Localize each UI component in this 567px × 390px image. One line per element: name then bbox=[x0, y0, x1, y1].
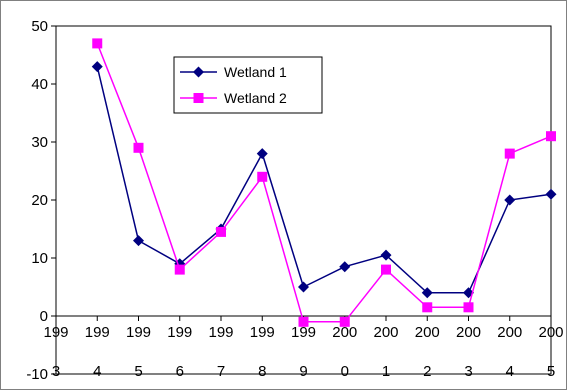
x-tick-label: 4 bbox=[93, 363, 101, 380]
data-point-wetland-1 bbox=[91, 61, 103, 73]
data-point-wetland-2 bbox=[92, 38, 103, 49]
x-tick-label: 199 bbox=[85, 324, 110, 341]
data-point-wetland-1 bbox=[256, 148, 268, 160]
data-point-wetland-2 bbox=[133, 142, 144, 153]
x-tick-label: 199 bbox=[291, 324, 316, 341]
data-point-wetland-2 bbox=[504, 148, 515, 159]
legend-box bbox=[173, 56, 323, 114]
y-tick-label: 30 bbox=[31, 134, 48, 151]
x-tick-label: 0 bbox=[341, 363, 349, 380]
legend-marker-wetland-2 bbox=[193, 93, 204, 103]
data-point-wetland-2 bbox=[174, 264, 185, 275]
x-tick-label: 199 bbox=[250, 324, 275, 341]
data-point-wetland-1 bbox=[504, 194, 516, 206]
x-tick-label: 7 bbox=[217, 363, 225, 380]
y-tick-label: 10 bbox=[31, 250, 48, 267]
legend: Wetland 1 Wetland 2 bbox=[173, 56, 323, 114]
data-point-wetland-2 bbox=[216, 226, 226, 237]
x-tick-label: 200 bbox=[497, 324, 522, 341]
x-tick-label: 200 bbox=[373, 324, 398, 341]
x-tick-label: 3 bbox=[52, 363, 60, 380]
legend-label-wetland-1: Wetland 1 bbox=[224, 64, 287, 80]
data-point-wetland-2 bbox=[298, 316, 309, 327]
x-tick-label: 200 bbox=[538, 324, 563, 341]
data-point-wetland-1 bbox=[421, 287, 433, 299]
x-tick-label: 4 bbox=[506, 363, 514, 380]
x-tick-label: 9 bbox=[299, 363, 307, 380]
series-line-1 bbox=[96, 66, 552, 294]
x-tick-label: 200 bbox=[332, 324, 357, 341]
y-tick-label: 50 bbox=[31, 18, 48, 35]
x-tick-label: 199 bbox=[43, 324, 68, 341]
x-tick-label: 199 bbox=[126, 324, 151, 341]
x-tick-label: 2 bbox=[423, 363, 431, 380]
data-point-wetland-1 bbox=[339, 261, 351, 273]
y-tick-label: 40 bbox=[31, 76, 48, 93]
x-tick-label: 5 bbox=[134, 363, 142, 380]
data-point-wetland-2 bbox=[422, 302, 433, 313]
y-tick-label: -10 bbox=[26, 366, 48, 383]
y-tick-label: 20 bbox=[31, 192, 48, 209]
series-line-2 bbox=[96, 43, 552, 323]
data-point-wetland-2 bbox=[546, 131, 556, 142]
x-tick-label: 199 bbox=[167, 324, 192, 341]
data-point-wetland-1 bbox=[133, 235, 144, 247]
data-point-wetland-1 bbox=[380, 249, 392, 261]
x-tick-label: 6 bbox=[176, 363, 184, 380]
legend-marker-wetland-1 bbox=[193, 66, 204, 78]
data-point-wetland-2 bbox=[257, 171, 268, 182]
x-tick-label: 8 bbox=[258, 363, 266, 380]
data-point-wetland-1 bbox=[545, 188, 557, 200]
x-tick-label: 199 bbox=[208, 324, 233, 341]
y-axis: -10 0 10 20 30 40 50 bbox=[26, 18, 56, 383]
x-tick-label: 1 bbox=[382, 363, 390, 380]
data-point-wetland-2 bbox=[463, 302, 474, 313]
data-point-wetland-1 bbox=[298, 281, 309, 293]
y-tick-label: 0 bbox=[40, 308, 48, 325]
series-layer bbox=[91, 38, 557, 327]
x-tick-label: 3 bbox=[464, 363, 472, 380]
data-point-wetland-2 bbox=[339, 316, 350, 327]
x-tick-label: 5 bbox=[547, 363, 555, 380]
x-tick-label: 200 bbox=[415, 324, 440, 341]
x-axis: 199 3 199 4 199 5 199 6 199 7 199 8 199 9 200 0 200 1 200 2… bbox=[43, 315, 564, 380]
data-point-wetland-2 bbox=[381, 264, 391, 275]
x-tick-label: 200 bbox=[456, 324, 481, 341]
legend-label-wetland-2: Wetland 2 bbox=[224, 90, 287, 106]
